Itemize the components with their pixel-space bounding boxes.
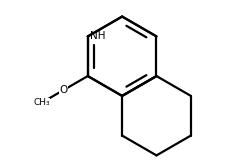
Text: O: O xyxy=(59,85,68,95)
Text: NH: NH xyxy=(90,31,105,41)
Text: CH₃: CH₃ xyxy=(33,98,49,107)
